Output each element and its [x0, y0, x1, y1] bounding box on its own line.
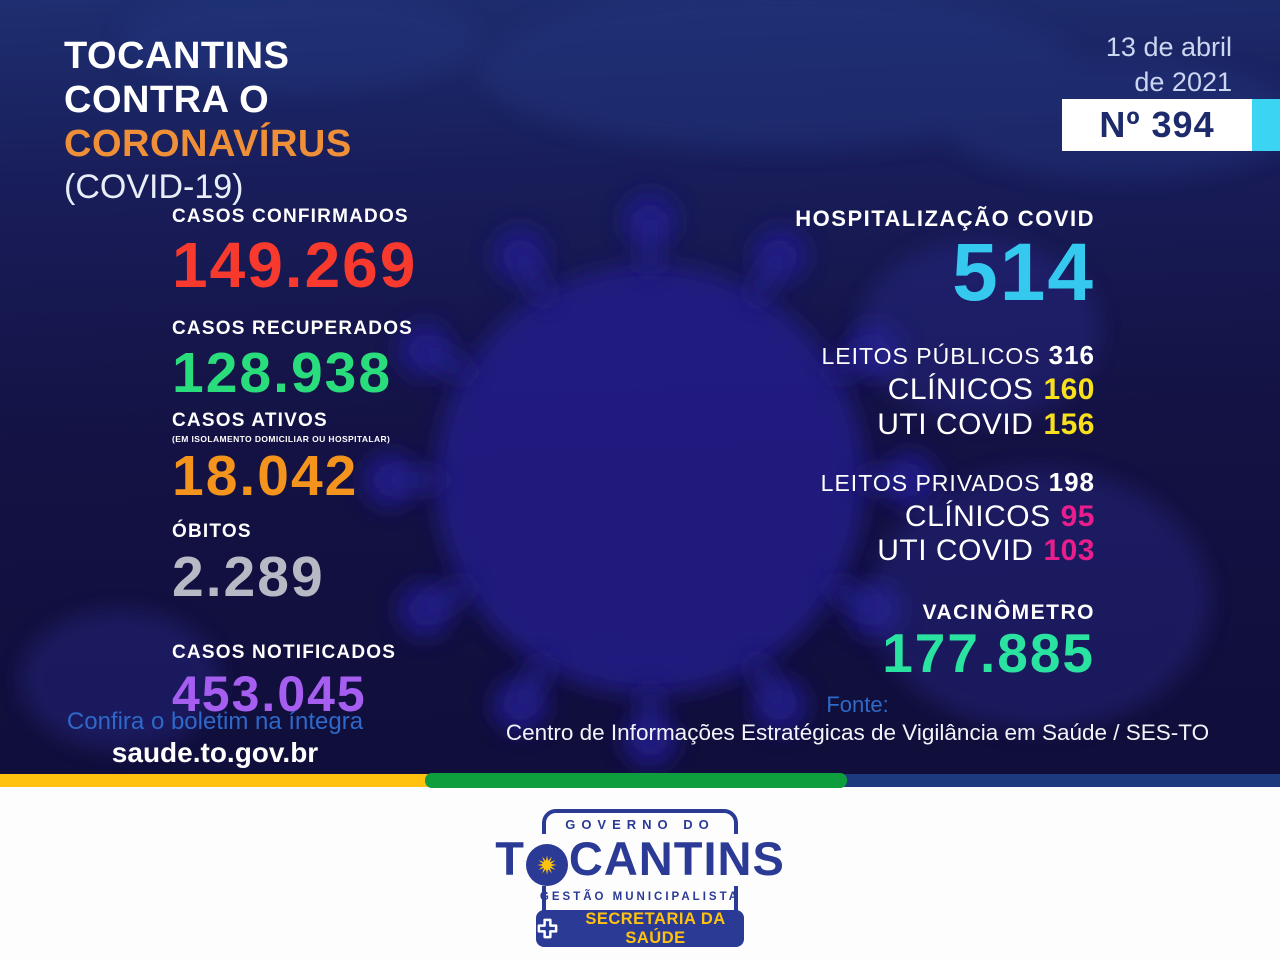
- confirmed-cases-block: CASOS CONFIRMADOS 149.269: [172, 206, 417, 298]
- active-cases-sublabel: (EM ISOLAMENTO DOMICILIAR OU HOSPITALAR): [172, 433, 391, 444]
- health-department-label: SECRETARIA DA SAÚDE: [585, 909, 726, 947]
- source-label: Fonte:: [826, 692, 889, 717]
- bulletin-date: 13 de abril de 2021: [1106, 30, 1232, 99]
- private-beds-header: LEITOS PRIVADOS 198: [795, 467, 1095, 498]
- private-beds-group: LEITOS PRIVADOS 198 CLÍNICOS 95 UTI COVID 1…: [795, 467, 1095, 568]
- private-icu-label: UTI COVID: [877, 534, 1034, 568]
- title-line-4: (COVID-19): [64, 168, 244, 207]
- vaccinometer-label: VACINÔMETRO: [922, 601, 1095, 625]
- logo-subtitle: GESTÃO MUNICIPALISTA: [539, 891, 741, 903]
- logo-tocantins-wordmark: T CANTINS: [489, 834, 791, 886]
- active-cases-block: CASOS ATIVOS (EM ISOLAMENTO DOMICILIAR O…: [172, 410, 417, 505]
- public-clinical-row: CLÍNICOS 160: [795, 374, 1095, 406]
- date-line-1: 13 de abril: [1105, 32, 1232, 62]
- confirmed-cases-value: 149.269: [172, 228, 418, 301]
- private-clinical-label: CLÍNICOS: [904, 499, 1051, 533]
- confirmed-cases-label: CASOS CONFIRMADOS: [172, 206, 409, 227]
- deaths-label: ÓBITOS: [172, 520, 252, 542]
- website-link[interactable]: saude.to.gov.br: [111, 737, 319, 768]
- cases-stats-column: CASOS CONFIRMADOS 149.269 CASOS RECUPERA…: [172, 206, 417, 720]
- hospital-stats-column: HOSPITALIZAÇÃO COVID 514 LEITOS PÚBLICOS…: [795, 206, 1095, 683]
- deaths-block: ÓBITOS 2.289: [172, 521, 417, 606]
- public-icu-value: 156: [1043, 407, 1095, 441]
- bulletin-number-box: Nº 394: [1062, 99, 1252, 151]
- recovered-cases-value: 128.938: [172, 340, 393, 405]
- private-beds-total: 198: [1048, 466, 1095, 497]
- public-clinical-value: 160: [1043, 373, 1095, 406]
- logo-name-rest: CANTINS: [568, 832, 785, 885]
- health-department-badge: SECRETARIA DA SAÚDE: [536, 910, 744, 947]
- sun-icon: [525, 844, 568, 886]
- private-clinical-row: CLÍNICOS 95: [795, 499, 1095, 533]
- public-clinical-label: CLÍNICOS: [887, 373, 1034, 406]
- bulletin-cta: Confira o boletim na íntegra saude.to.go…: [40, 708, 390, 769]
- tocantins-government-logo: GOVERNO DO T CANTINS GESTÃO MUNICIPALISTA…: [470, 805, 810, 947]
- private-icu-row: UTI COVID 103: [795, 535, 1095, 567]
- recovered-cases-label: CASOS RECUPERADOS: [172, 318, 414, 340]
- title-line-1: TOCANTINS: [64, 35, 290, 77]
- active-cases-label: CASOS ATIVOS: [172, 409, 328, 431]
- private-beds-label: LEITOS PRIVADOS: [820, 469, 1041, 496]
- logo-name-first-letter: T: [495, 832, 525, 885]
- public-beds-header: LEITOS PÚBLICOS 316: [795, 340, 1095, 371]
- private-clinical-value: 95: [1060, 499, 1095, 533]
- cta-text: Confira o boletim na íntegra: [66, 708, 364, 735]
- stripe-yellow: [0, 774, 430, 787]
- stripe-blue: [842, 774, 1280, 787]
- title-line-2: CONTRA O: [64, 79, 270, 122]
- health-cross-icon: [536, 917, 559, 940]
- public-beds-label: LEITOS PÚBLICOS: [821, 343, 1041, 369]
- active-cases-value: 18.042: [172, 443, 359, 508]
- deaths-value: 2.289: [172, 544, 325, 609]
- footer: GOVERNO DO T CANTINS GESTÃO MUNICIPALISTA…: [0, 787, 1280, 960]
- source-text: Centro de Informações Estratégicas de Vi…: [505, 720, 1210, 745]
- hospitalization-value: 514: [952, 227, 1095, 318]
- title-line-3: CORONAVÍRUS: [64, 123, 352, 166]
- date-line-2: de 2021: [1134, 66, 1232, 97]
- notified-cases-block: CASOS NOTIFICADOS 453.045: [172, 642, 417, 720]
- notified-cases-label: CASOS NOTIFICADOS: [172, 641, 397, 663]
- public-beds-total: 316: [1048, 340, 1095, 370]
- recovered-cases-block: CASOS RECUPERADOS 128.938: [172, 318, 417, 402]
- public-icu-row: UTI COVID 156: [795, 407, 1095, 441]
- notified-cases-value: 453.045: [172, 665, 367, 722]
- page-title: TOCANTINS CONTRA O CORONAVÍRUS (COVID-19…: [64, 34, 352, 208]
- private-icu-value: 103: [1043, 534, 1095, 568]
- bulletin-number: Nº 394: [1099, 104, 1215, 145]
- public-icu-label: UTI COVID: [877, 407, 1034, 441]
- stripe-green: [425, 773, 847, 788]
- bulletin-number-badge: Nº 394: [1062, 99, 1280, 151]
- hospitalization-block: HOSPITALIZAÇÃO COVID 514: [795, 206, 1095, 314]
- public-beds-group: LEITOS PÚBLICOS 316 CLÍNICOS 160 UTI COVID…: [795, 340, 1095, 441]
- hospitalization-label: HOSPITALIZAÇÃO COVID: [795, 206, 1095, 231]
- badge-cyan-strip: [1252, 99, 1280, 151]
- source-block: Fonte: Centro de Informações Estratégica…: [445, 692, 1270, 746]
- vaccinometer-block: VACINÔMETRO 177.885: [795, 601, 1095, 683]
- logo-governo-text: GOVERNO DO: [565, 817, 715, 832]
- vaccinometer-value: 177.885: [882, 622, 1095, 685]
